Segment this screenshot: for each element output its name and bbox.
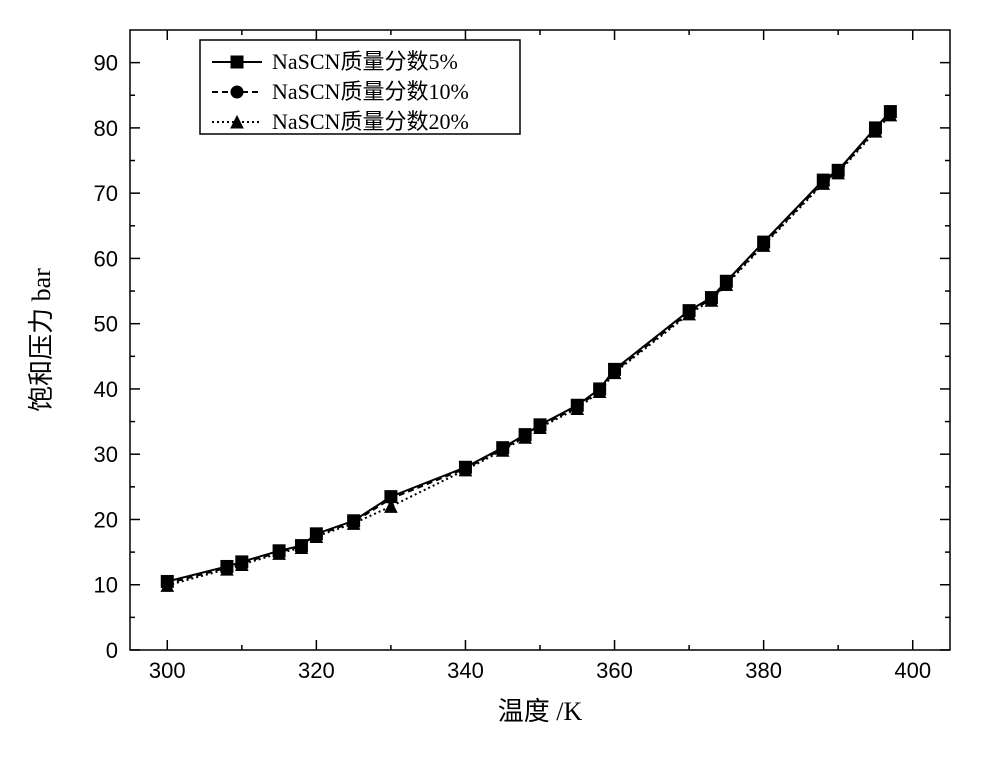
y-tick-label: 70 xyxy=(94,181,118,206)
series-line xyxy=(167,112,890,582)
marker-circle xyxy=(231,86,243,98)
x-tick-label: 300 xyxy=(149,658,186,683)
legend-label: NaSCN质量分数10% xyxy=(272,79,469,104)
series-line xyxy=(167,115,890,586)
x-axis-title: 温度 /K xyxy=(498,697,583,726)
y-tick-label: 50 xyxy=(94,312,118,337)
legend-label: NaSCN质量分数5% xyxy=(272,49,458,74)
y-tick-label: 40 xyxy=(94,377,118,402)
y-tick-label: 20 xyxy=(94,507,118,532)
marker-square xyxy=(231,56,243,68)
y-tick-label: 10 xyxy=(94,573,118,598)
x-tick-label: 380 xyxy=(745,658,782,683)
y-tick-label: 80 xyxy=(94,116,118,141)
y-tick-label: 90 xyxy=(94,51,118,76)
chart-svg: 300 320 340 360 380 400 0 10 20 30 40 50 60 70 80 90 饱和压… xyxy=(0,0,1000,760)
legend-label: NaSCN质量分数20% xyxy=(272,109,469,134)
x-tick-label: 340 xyxy=(447,658,484,683)
x-tick-label: 360 xyxy=(596,658,633,683)
x-tick-label: 320 xyxy=(298,658,335,683)
y-tick-label: 30 xyxy=(94,442,118,467)
y-tick-label: 60 xyxy=(94,246,118,271)
series-line xyxy=(167,114,890,584)
y-tick-label: 0 xyxy=(106,638,118,663)
chart-container: 300 320 340 360 380 400 0 10 20 30 40 50 60 70 80 90 饱和压… xyxy=(0,0,1000,760)
x-tick-label: 400 xyxy=(894,658,931,683)
y-axis-title: 饱和压力 bar xyxy=(27,268,56,412)
